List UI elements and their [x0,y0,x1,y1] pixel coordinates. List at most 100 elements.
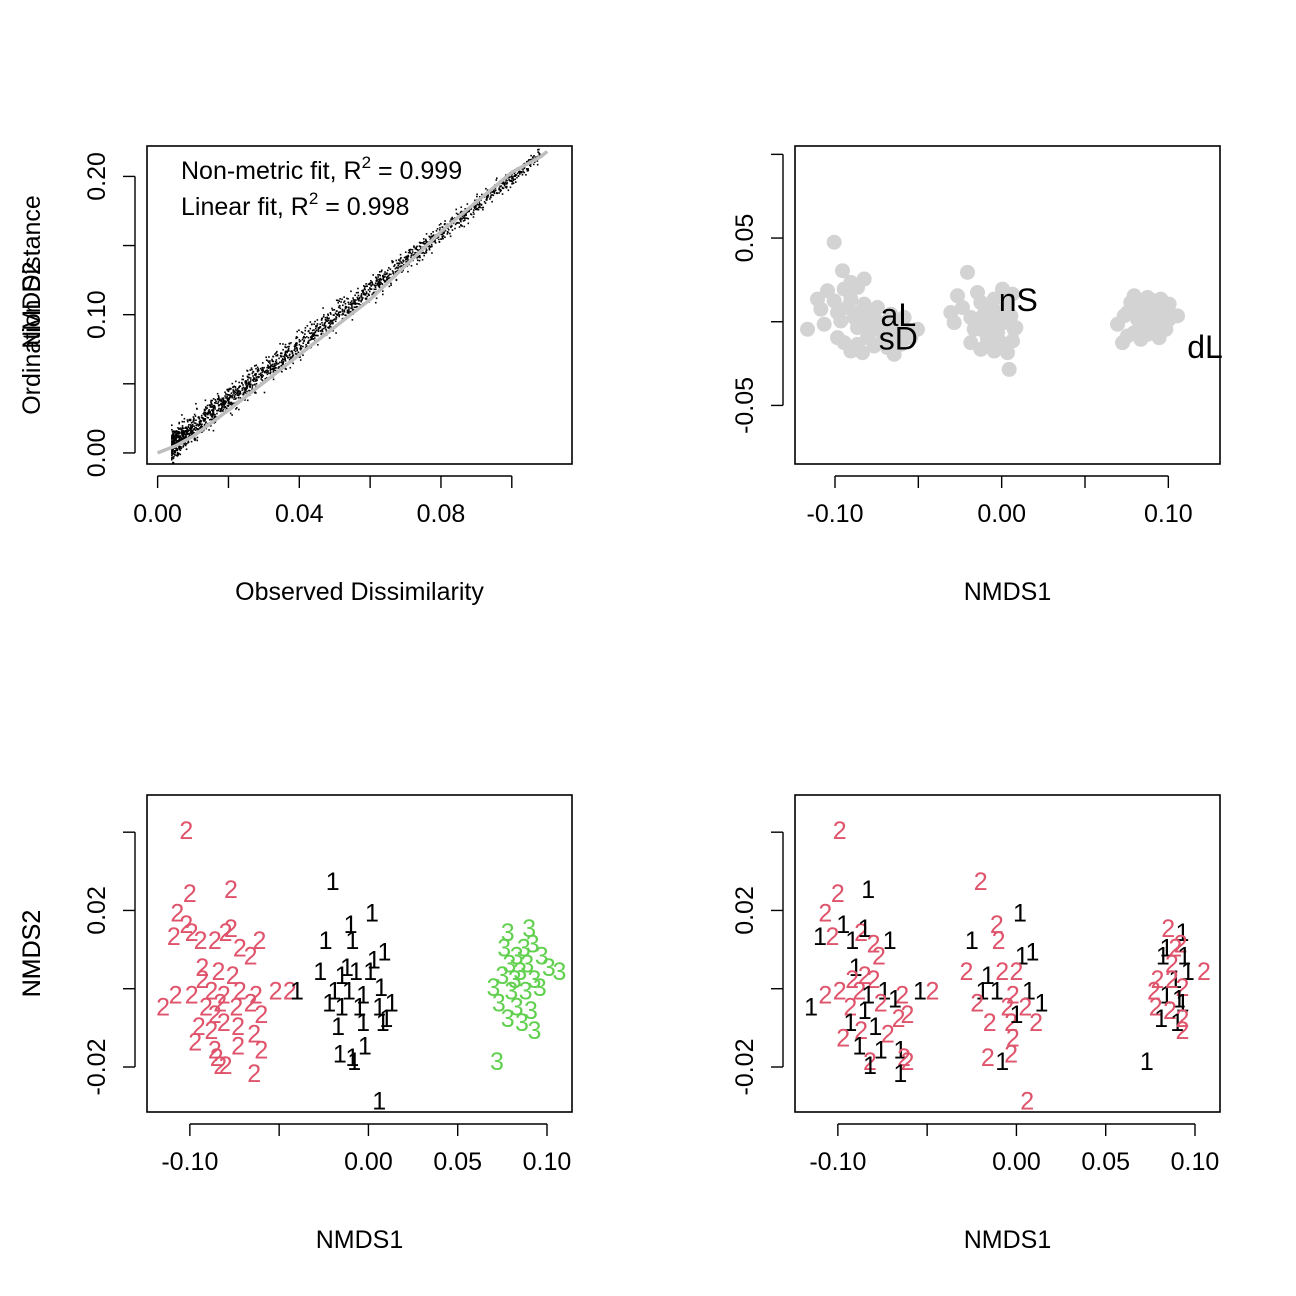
shepard-point [373,291,375,294]
shepard-point [289,366,292,369]
shepard-point [408,249,410,252]
shepard-point [405,257,407,259]
shepard-point [327,313,329,316]
shepard-point [272,368,274,371]
shepard-point [253,365,256,367]
shepard-point [287,356,289,359]
shepard-point [280,359,283,362]
shepard-point [284,343,287,346]
shepard-point [321,317,323,320]
group-point-label: 2 [217,1009,231,1037]
shepard-point [221,406,223,408]
shepard-point [436,237,438,239]
shepard-point [342,312,344,315]
shepard-point [181,437,184,440]
shepard-point [180,439,182,441]
shepard-point [345,306,348,308]
group-point-label: 2 [1197,958,1211,986]
shepard-point [508,179,511,182]
group-point-label: 2 [959,958,973,986]
group-point-label: 2 [818,899,832,927]
shepard-point [247,381,250,383]
fit-annotation-suffix: = 0.999 [371,157,462,185]
shepard-point [379,283,382,286]
shepard-point [173,452,176,454]
shepard-point [247,379,249,381]
shepard-point [246,370,249,372]
shepard-point [302,336,305,338]
shepard-point [231,382,234,385]
shepard-point [226,404,229,407]
shepard-point [208,412,210,414]
shepard-point [321,324,324,326]
shepard-point [477,206,480,209]
shepard-point [341,308,344,311]
group-point-label: 1 [1140,1048,1154,1076]
shepard-point [358,296,361,299]
shepard-point [212,397,215,400]
shepard-point [267,370,269,372]
shepard-point [246,390,248,393]
shepard-point [219,408,222,410]
shepard-point [190,430,193,433]
shepard-point [392,271,395,273]
shepard-point [310,323,313,326]
shepard-point [356,302,358,305]
shepard-point [294,347,296,349]
group-point-label: 1 [893,1060,907,1088]
shepard-point [363,293,365,296]
shepard-point [446,233,449,235]
shepard-point [276,353,279,356]
shepard-point [514,174,517,176]
shepard-point [367,293,370,295]
shepard-point [218,399,221,402]
shepard-point [193,419,195,422]
shepard-point [242,378,244,381]
shepard-point [529,158,532,161]
site-point [995,281,1010,297]
shepard-point [238,408,240,411]
shepard-point [214,415,217,418]
shepard-point [361,298,363,300]
shepard-point [209,405,212,408]
shepard-point [246,375,249,378]
site-point [1170,308,1185,324]
shepard-point [229,394,232,397]
group-point-label: 2 [1165,966,1179,994]
shepard-point [473,207,476,210]
site-point [850,279,865,295]
shepard-point [387,274,390,277]
shepard-point [223,406,226,409]
shepard-point [266,371,269,373]
shepard-point [504,186,507,188]
shepard-point [311,333,314,336]
y-tick-label: -0.05 [731,377,759,434]
shepard-point [178,447,181,450]
shepard-point [341,298,343,301]
shepard-point [237,390,240,393]
shepard-point [203,420,205,423]
shepard-point [414,247,417,250]
shepard-point [352,297,354,299]
shepard-point [408,250,411,253]
shepard-point [307,336,310,339]
shepard-point [357,291,359,294]
group-point-label: 2 [219,1052,233,1080]
shepard-point [459,218,461,220]
shepard-point [454,223,457,226]
shepard-point [253,383,256,386]
group-point-label: 3 [542,954,556,982]
shepard-point [441,226,444,229]
shepard-point [172,441,174,443]
shepard-point [213,415,216,418]
shepard-point [337,312,340,315]
shepard-point [341,313,343,316]
group-point-label: 3 [513,958,527,986]
shepard-point [352,299,355,301]
shepard-point [295,336,298,338]
shepard-point [406,257,409,260]
shepard-point [467,222,470,225]
shepard-point [451,225,453,227]
shepard-point [400,265,402,267]
